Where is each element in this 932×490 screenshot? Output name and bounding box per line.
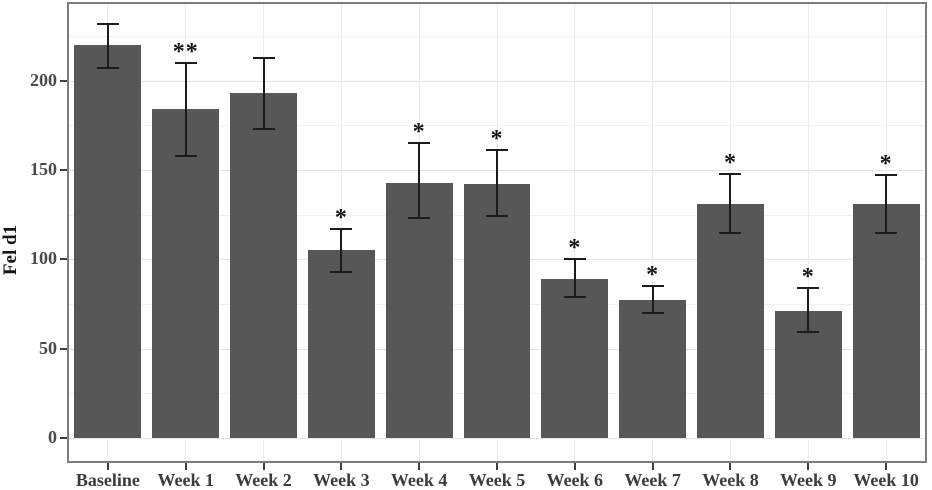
x-tick-mark [106,463,109,470]
error-bar-whisker [496,150,498,217]
bar [696,203,764,438]
error-bar-whisker [106,23,109,69]
x-tick-mark [885,463,888,470]
x-tick-mark [729,463,732,470]
error-bar-whisker [651,286,654,313]
x-tick-label: Baseline [75,470,140,490]
plot-panel: ** * * * * * * * * [67,2,927,463]
y-tick-mark [60,79,67,82]
error-bar-cap-bottom [252,127,275,130]
bar [385,182,453,438]
error-bar-cap-top [875,174,898,177]
x-tick-mark [651,463,654,470]
x-tick-label: Week 1 [157,470,214,490]
y-tick-label: 50 [39,337,57,358]
error-bar-cap-bottom [486,215,508,218]
significance-marker: * [723,149,737,176]
x-tick-label: Week 7 [624,470,681,490]
error-bar-whisker [184,62,187,156]
x-tick-label: Week 9 [780,470,837,490]
error-bar-cap-top [486,149,508,152]
error-bar-cap-top [174,61,197,64]
x-tick-mark [807,463,810,470]
error-bar-cap-top [252,56,275,59]
error-bar-cap-bottom [330,270,353,273]
y-tick-label: 0 [48,426,57,447]
gridline-vertical [574,4,576,461]
error-bar-cap-bottom [719,231,742,234]
error-bar-cap-bottom [174,154,197,157]
significance-marker: * [412,119,426,146]
significance-marker: * [646,262,660,289]
y-tick-mark [60,347,67,350]
significance-marker: ** [172,38,199,65]
bar [230,93,297,438]
bar [152,109,220,438]
error-bar-whisker [885,175,888,233]
significance-marker: * [490,126,504,153]
error-bar-cap-top [408,142,431,145]
error-bar-cap-bottom [96,67,119,70]
error-bar-whisker [418,143,421,219]
x-tick-mark [496,463,498,470]
significance-marker: * [334,204,348,231]
error-bar-cap-top [96,22,119,25]
error-bar-cap-bottom [875,231,898,234]
error-bar-whisker [807,287,810,333]
x-tick-label: Week 2 [235,470,292,490]
error-bar-cap-bottom [408,217,431,220]
x-tick-mark [184,463,187,470]
error-bar-whisker [262,57,265,129]
bar [619,300,687,438]
bar [74,45,142,438]
error-bar-whisker [340,228,343,272]
x-tick-label: Week 10 [853,470,919,490]
error-bar-cap-top [641,285,664,288]
y-tick-label: 100 [30,248,57,269]
error-bar-cap-bottom [797,331,820,334]
plot-area: ** * * * * * * * * [69,4,925,461]
error-bar-cap-top [797,286,820,289]
bar [307,250,375,438]
x-tick-mark [340,463,343,470]
gridline-vertical [652,4,654,461]
error-bar-cap-bottom [563,295,586,298]
error-bar-whisker [573,259,576,297]
x-tick-label: Week 4 [390,470,448,490]
y-tick-mark [60,258,67,261]
bar [541,278,609,438]
error-bar-whisker [729,173,732,233]
gridline-vertical [807,4,809,461]
error-bar-cap-top [330,227,353,230]
significance-marker: * [879,151,893,178]
error-bar-cap-top [719,172,742,175]
x-tick-label: Week 8 [702,470,759,490]
bar [852,203,920,438]
y-tick-mark [60,169,67,172]
error-bar-cap-top [563,258,586,261]
y-axis: 0 50 100 150 200 [0,4,67,461]
x-tick-mark [573,463,576,470]
significance-marker: * [801,263,815,290]
bar [463,184,531,438]
y-tick-mark [60,436,67,439]
x-tick-label: Week 6 [546,470,604,490]
significance-marker: * [568,235,582,262]
x-tick-mark [418,463,421,470]
x-tick-mark [262,463,265,470]
x-axis: Baseline Week 1 Week 2 Week 3 Week 4 Week 5 We… [69,463,925,490]
error-bar-cap-bottom [641,311,664,314]
y-tick-label: 200 [30,69,57,90]
y-tick-label: 150 [30,159,57,180]
x-tick-label: Week 5 [468,470,526,490]
x-tick-label: Week 3 [313,470,370,490]
